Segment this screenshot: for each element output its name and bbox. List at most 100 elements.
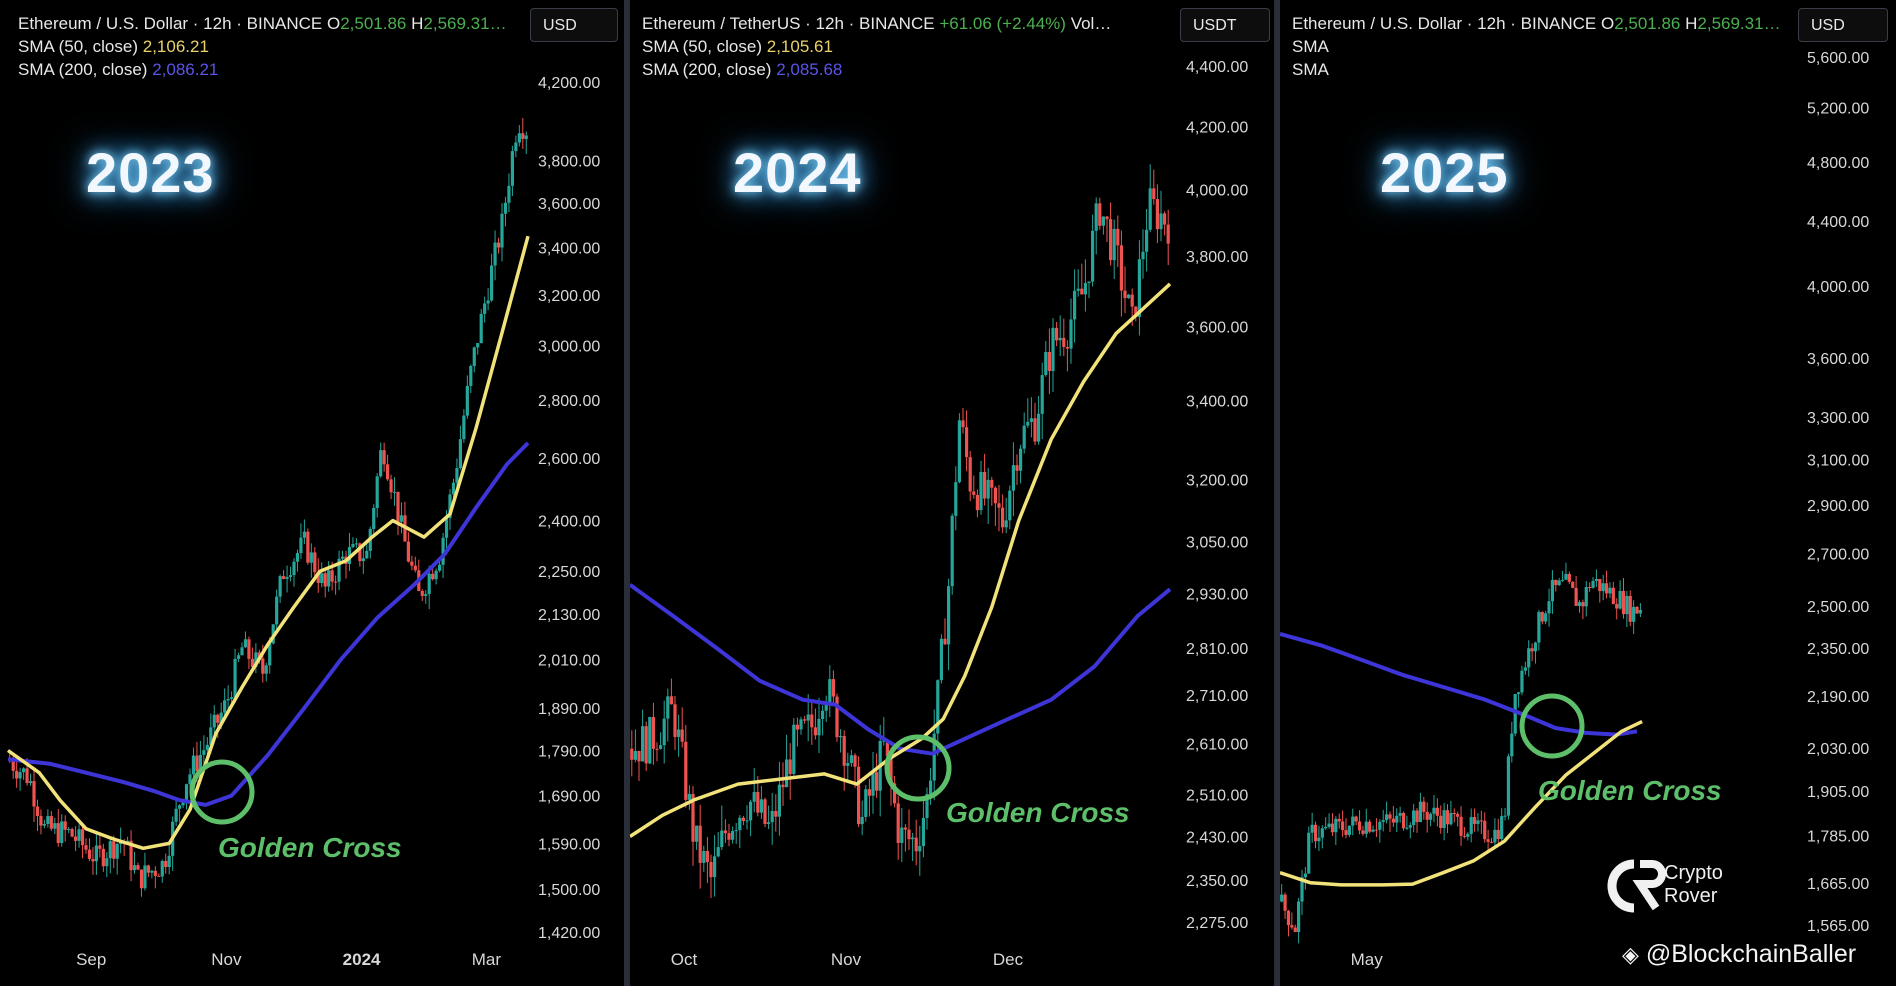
candle-body (1354, 816, 1358, 822)
candle-body (1166, 224, 1170, 244)
y-tick-label: 3,050.00 (1186, 535, 1248, 552)
candle-body (205, 744, 209, 751)
candle-body (788, 759, 792, 774)
candle-body (1445, 810, 1450, 825)
y-tick-label: 2,430.00 (1186, 829, 1248, 846)
panel-divider[interactable] (624, 0, 630, 986)
candle-body (1428, 813, 1433, 820)
sma50-label: SMA (50, close) (642, 37, 762, 56)
candle-body (1004, 520, 1008, 528)
candle-body (28, 781, 33, 784)
candle-body (986, 479, 990, 499)
candle-body (1516, 692, 1521, 695)
candle-body (1456, 813, 1460, 817)
chart-panel-2025[interactable]: 5,600.00 5,200.00 4,800.00 4,400.00 4,000.00… (1280, 0, 1896, 986)
y-tick-label: 1,690.00 (538, 789, 600, 806)
candle-body (803, 719, 807, 721)
sma200-line (1280, 631, 1638, 737)
sma50-value: 2,106.21 (142, 37, 209, 56)
y-tick-label: 4,000.00 (1186, 183, 1248, 200)
candle-body (813, 727, 817, 736)
chart-panel-2023[interactable]: 4,200.00 3,800.00 3,600.00 3,400.00 3,200.00… (0, 0, 624, 986)
candle-body (441, 537, 445, 565)
year-label: 2025 (1380, 141, 1509, 204)
candle-body (282, 576, 286, 579)
candle-body (375, 476, 379, 508)
candles (8, 118, 528, 897)
candle-body (295, 553, 300, 562)
y-tick-label: 3,800.00 (538, 153, 600, 170)
candle-body (1635, 606, 1639, 614)
candle-body (828, 679, 832, 704)
candle-body (1105, 216, 1109, 220)
candle-body (752, 791, 756, 802)
open-value: 2,501.86 (1614, 14, 1681, 33)
candle-body (1388, 814, 1392, 819)
candle-body (918, 846, 922, 852)
candle-body (1486, 839, 1490, 842)
candle-body (1476, 820, 1480, 824)
candle-body (1112, 228, 1116, 261)
crypto-rover-logo-icon (1607, 859, 1666, 913)
candle-body (817, 718, 821, 736)
sma200-value: 2,086.21 (152, 60, 219, 79)
candle-body (756, 791, 760, 813)
chart-svg-2024[interactable]: 4,400.00 4,200.00 4,000.00 3,800.00 3,600.00… (630, 0, 1274, 986)
chart-svg-2025[interactable]: 5,600.00 5,200.00 4,800.00 4,400.00 4,000.00… (1280, 0, 1896, 986)
candle-body (427, 573, 431, 595)
chart-svg-2023[interactable]: 4,200.00 3,800.00 3,600.00 3,400.00 3,200.00… (0, 0, 624, 986)
high-label: H (1685, 14, 1698, 33)
candle-body (483, 303, 487, 314)
candle-body (389, 479, 393, 493)
sma50-label: SMA (50, close) (18, 37, 138, 56)
candle-body (1479, 820, 1483, 822)
candle-body (731, 831, 735, 840)
y-tick-label: 1,590.00 (538, 836, 600, 853)
candle-body (167, 855, 171, 868)
candle-body (1594, 579, 1599, 581)
currency-button[interactable]: USD (530, 8, 618, 42)
currency-button[interactable]: USD (1798, 8, 1888, 42)
candle-body (136, 865, 140, 870)
candle-body (1320, 828, 1324, 838)
currency-button[interactable]: USDT (1180, 8, 1270, 42)
candle-body (1378, 821, 1382, 830)
candle-body (1510, 733, 1514, 757)
candle-body (1567, 573, 1571, 582)
candle-body (1550, 579, 1555, 602)
y-tick-label: 4,200.00 (538, 75, 600, 92)
candle-body (1361, 830, 1365, 834)
y-tick-label: 5,600.00 (1807, 50, 1869, 67)
candle-body (957, 420, 961, 483)
y-tick-label: 2,130.00 (538, 607, 600, 624)
candle-body (1327, 823, 1331, 827)
candle-body (1145, 229, 1149, 252)
candle-body (1435, 807, 1439, 816)
candle-body (954, 482, 958, 516)
year-label: 2024 (733, 141, 862, 204)
candle-body (1334, 818, 1338, 833)
candle-body (1280, 894, 1284, 902)
candle-body (1283, 894, 1287, 911)
candle-body (80, 829, 85, 846)
candle-body (1496, 829, 1500, 840)
candle-body (1368, 821, 1372, 832)
candle-body (164, 860, 168, 868)
candle-body (1384, 814, 1389, 821)
candle-body (864, 789, 868, 817)
candle-body (306, 531, 310, 563)
candle-body (1452, 813, 1456, 815)
candle-body (932, 733, 936, 781)
candle-body (1625, 595, 1629, 615)
candle-body (1405, 827, 1409, 829)
candle-body (1425, 811, 1429, 820)
y-tick-label: 2,190.00 (1807, 689, 1869, 706)
candle-body (1604, 583, 1609, 594)
candle-body (372, 507, 376, 529)
candle-body (101, 848, 105, 867)
y-tick-label: 5,200.00 (1807, 100, 1869, 117)
panel-divider[interactable] (1274, 0, 1280, 986)
candle-body (720, 830, 724, 848)
chart-panel-2024[interactable]: 4,400.00 4,200.00 4,000.00 3,800.00 3,600.00… (630, 0, 1274, 986)
candle-body (139, 869, 144, 889)
